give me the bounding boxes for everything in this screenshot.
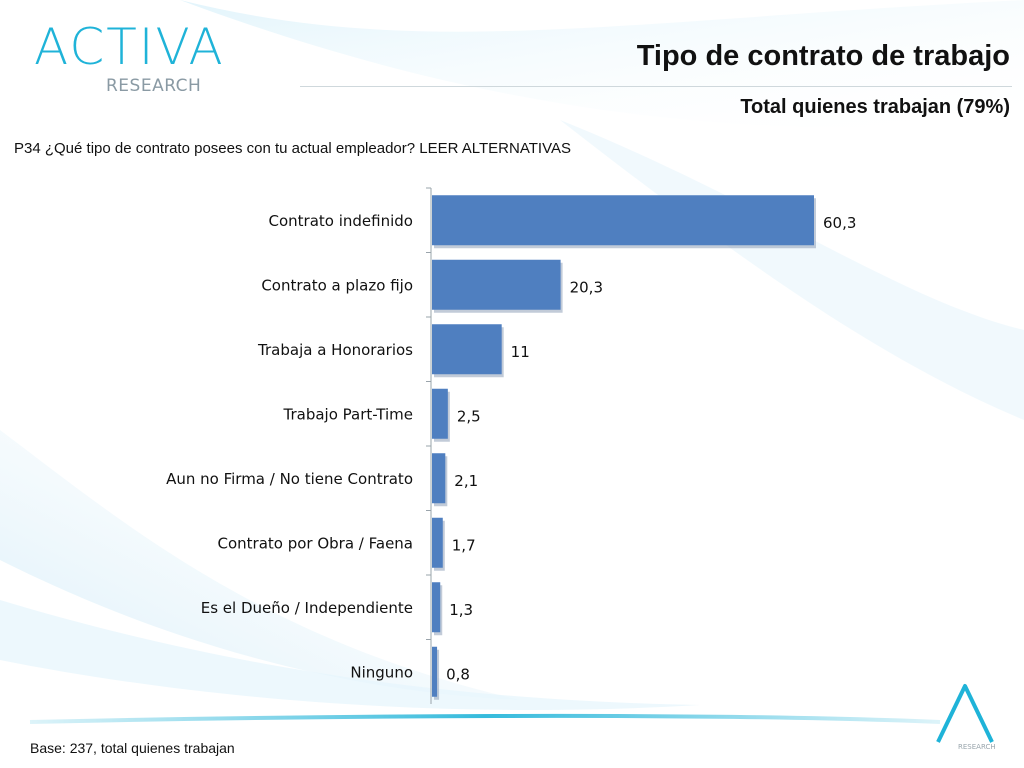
bar — [432, 453, 446, 504]
logo-subtitle: RESEARCH — [106, 76, 202, 96]
data-label: 2,1 — [454, 472, 478, 490]
data-label: 0,8 — [446, 665, 470, 683]
data-label: 1,3 — [449, 601, 473, 619]
activa-research-logo: ACTIVA RESEARCH — [30, 18, 230, 118]
base-note: Base: 237, total quienes trabajan — [30, 740, 235, 756]
category-label: Trabajo Part-Time — [283, 405, 414, 423]
bar — [432, 259, 561, 310]
category-label: Ninguno — [350, 663, 413, 681]
title-divider — [300, 86, 1012, 87]
page-title: Tipo de contrato de trabajo — [636, 40, 1010, 72]
category-label: Es el Dueño / Independiente — [201, 599, 413, 617]
bar — [432, 646, 438, 697]
survey-question: P34 ¿Qué tipo de contrato posees con tu … — [14, 140, 571, 157]
footer-logo-icon — [936, 684, 994, 743]
page-subtitle: Total quienes trabajan (79%) — [740, 96, 1010, 118]
logo-wordmark: ACTIVA — [34, 18, 225, 76]
data-label: 60,3 — [823, 214, 856, 232]
category-label: Aun no Firma / No tiene Contrato — [166, 470, 413, 488]
bar — [432, 195, 814, 246]
bar — [432, 582, 441, 633]
bar — [432, 324, 502, 375]
footer-logo-subtitle: RESEARCH — [958, 743, 996, 751]
data-label: 1,7 — [452, 536, 476, 554]
category-label: Contrato indefinido — [269, 212, 413, 230]
bar — [432, 517, 443, 568]
data-label: 20,3 — [570, 278, 603, 296]
category-label: Contrato por Obra / Faena — [217, 534, 413, 552]
data-label: 2,5 — [457, 407, 481, 425]
category-label: Trabaja a Honorarios — [257, 341, 413, 359]
bar — [432, 388, 448, 439]
data-label: 11 — [511, 343, 530, 361]
category-label: Contrato a plazo fijo — [261, 276, 413, 294]
